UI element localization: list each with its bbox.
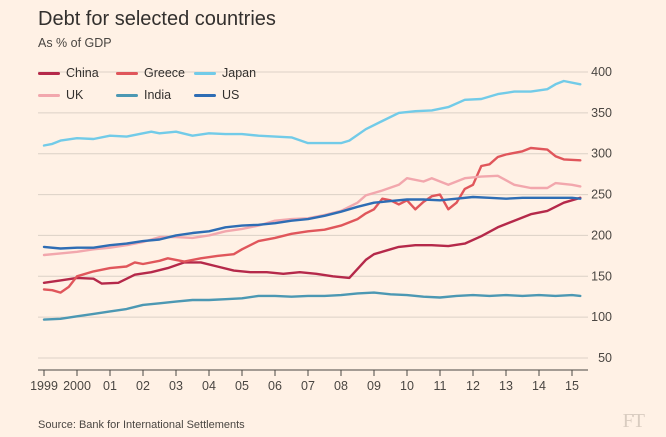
legend-label-uk: UK (66, 88, 84, 102)
y-tick-label-200: 200 (591, 228, 612, 242)
legend-item-greece: Greece (116, 66, 194, 80)
y-tick-label-350: 350 (591, 106, 612, 120)
y-tick-label-150: 150 (591, 269, 612, 283)
x-tick-label-01: 01 (103, 379, 117, 393)
y-tick-label-250: 250 (591, 188, 612, 202)
legend-item-uk: UK (38, 88, 116, 102)
x-tick-label-11: 11 (434, 379, 447, 393)
series-line-china (42, 196, 582, 285)
x-tick-label-13: 13 (499, 379, 513, 393)
y-tick-label-400: 400 (591, 65, 612, 79)
x-tick-label-03: 03 (169, 379, 183, 393)
legend-swatch-japan (194, 71, 216, 75)
legend-label-india: India (144, 88, 172, 102)
legend-label-japan: Japan (222, 66, 257, 80)
legend-swatch-uk (38, 93, 60, 97)
chart-source: Source: Bank for International Settlemen… (38, 419, 245, 431)
series-line-india (42, 291, 582, 321)
legend-item-us: US (194, 88, 278, 102)
x-tick-label-04: 04 (202, 379, 216, 393)
legend-item-india: India (116, 88, 194, 102)
chart-legend: China Greece Japan UK India US (38, 66, 278, 102)
series-line-us (42, 195, 582, 250)
y-tick-label-50: 50 (598, 351, 612, 365)
x-tick-label-12: 12 (466, 379, 480, 393)
legend-swatch-greece (116, 71, 138, 75)
legend-label-us: US (222, 88, 240, 102)
y-tick-label-300: 300 (591, 147, 612, 161)
legend-swatch-china (38, 71, 60, 75)
x-tick-label-09: 09 (367, 379, 381, 393)
series-line-japan (42, 79, 582, 147)
x-tick-label-15: 15 (565, 379, 579, 393)
legend-label-greece: Greece (144, 66, 185, 80)
x-tick-label-1999: 1999 (30, 379, 58, 393)
chart-title: Debt for selected countries (38, 8, 276, 30)
legend-item-china: China (38, 66, 116, 80)
x-tick-label-05: 05 (235, 379, 249, 393)
ft-logo: FT (622, 410, 645, 432)
legend-item-japan: Japan (194, 66, 278, 80)
x-tick-label-2000: 2000 (63, 379, 91, 393)
x-tick-label-06: 06 (268, 379, 282, 393)
x-tick-label-07: 07 (301, 379, 315, 393)
legend-swatch-india (116, 93, 138, 97)
x-tick-label-14: 14 (532, 379, 546, 393)
x-tick-label-08: 08 (334, 379, 348, 393)
series-line-greece (42, 146, 582, 294)
chart-subtitle: As % of GDP (38, 36, 112, 50)
y-tick-label-100: 100 (591, 310, 612, 324)
legend-swatch-us (194, 93, 216, 97)
x-tick-label-02: 02 (136, 379, 150, 393)
legend-label-china: China (66, 66, 99, 80)
x-tick-label-10: 10 (400, 379, 414, 393)
